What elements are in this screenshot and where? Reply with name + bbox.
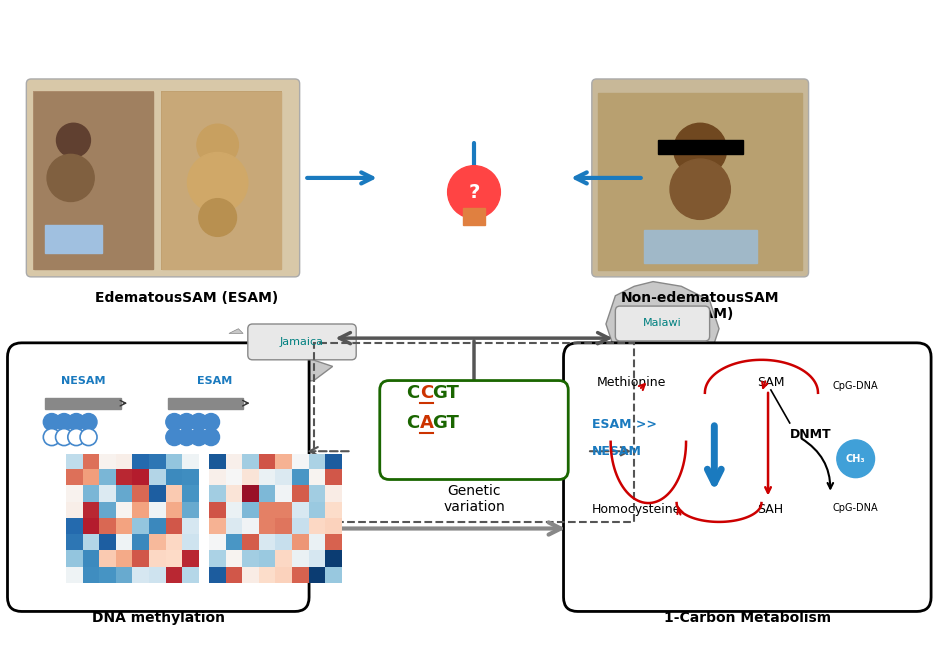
Circle shape	[166, 428, 183, 446]
Circle shape	[199, 199, 236, 237]
Text: GT: GT	[432, 384, 460, 402]
Circle shape	[178, 413, 195, 430]
Text: CH₃: CH₃	[846, 454, 866, 464]
Circle shape	[44, 428, 61, 446]
Text: CpG-DNA: CpG-DNA	[832, 380, 878, 391]
Text: NESAM: NESAM	[61, 376, 105, 386]
Text: C: C	[420, 384, 433, 402]
Bar	[644, 230, 757, 262]
Text: ESAM >>: ESAM >>	[592, 418, 657, 432]
Text: DNA methylation: DNA methylation	[92, 612, 225, 625]
Circle shape	[56, 428, 72, 446]
FancyBboxPatch shape	[563, 343, 931, 612]
Text: ESAM: ESAM	[197, 376, 232, 386]
Circle shape	[80, 413, 97, 430]
Circle shape	[203, 428, 220, 446]
Polygon shape	[229, 329, 243, 334]
Circle shape	[166, 413, 183, 430]
Text: ?: ?	[468, 183, 480, 202]
Bar	[314, 343, 634, 522]
FancyBboxPatch shape	[615, 306, 710, 341]
Text: CpG-DNA: CpG-DNA	[832, 503, 878, 513]
FancyBboxPatch shape	[592, 79, 809, 277]
Text: Methionine: Methionine	[596, 376, 665, 389]
Circle shape	[80, 428, 97, 446]
Circle shape	[197, 124, 238, 166]
Circle shape	[57, 123, 90, 157]
Bar	[34, 92, 153, 270]
Bar	[46, 397, 120, 409]
Text: SAH: SAH	[757, 503, 783, 516]
Circle shape	[203, 413, 220, 430]
Text: C: C	[406, 414, 419, 432]
Circle shape	[178, 428, 195, 446]
Circle shape	[68, 428, 84, 446]
Bar	[46, 225, 101, 253]
Text: Jamaica: Jamaica	[280, 337, 323, 347]
FancyBboxPatch shape	[8, 343, 309, 612]
FancyBboxPatch shape	[247, 324, 356, 360]
Text: EdematousSAM (ESAM): EdematousSAM (ESAM)	[95, 291, 278, 305]
Polygon shape	[238, 357, 333, 386]
Circle shape	[447, 166, 501, 218]
Polygon shape	[606, 282, 719, 390]
Circle shape	[188, 152, 247, 213]
Bar	[463, 208, 485, 225]
Circle shape	[191, 428, 208, 446]
Circle shape	[56, 413, 72, 430]
Text: DNMT: DNMT	[790, 428, 831, 441]
Bar	[162, 92, 281, 270]
Circle shape	[68, 413, 84, 430]
FancyBboxPatch shape	[161, 91, 282, 270]
FancyBboxPatch shape	[27, 79, 300, 277]
Text: A: A	[420, 414, 434, 432]
Text: C: C	[406, 384, 419, 402]
Circle shape	[191, 413, 208, 430]
Text: Homocysteine: Homocysteine	[592, 503, 682, 516]
Text: SAM: SAM	[757, 376, 784, 389]
Text: Malawi: Malawi	[643, 318, 682, 328]
Circle shape	[837, 440, 875, 478]
Circle shape	[674, 123, 726, 176]
Polygon shape	[667, 343, 682, 366]
Text: Non-edematousSAM
(NESAM): Non-edematousSAM (NESAM)	[621, 291, 779, 321]
FancyBboxPatch shape	[380, 380, 568, 480]
Text: Genetic
variation: Genetic variation	[443, 484, 505, 515]
Bar	[658, 140, 742, 154]
Circle shape	[670, 159, 730, 220]
Bar	[598, 93, 802, 270]
Text: NESAM: NESAM	[592, 445, 642, 457]
Text: 1-Carbon Metabolism: 1-Carbon Metabolism	[664, 612, 830, 625]
Circle shape	[47, 154, 94, 202]
Bar	[168, 397, 243, 409]
Circle shape	[44, 413, 61, 430]
FancyBboxPatch shape	[33, 91, 154, 270]
Text: GT: GT	[432, 414, 460, 432]
